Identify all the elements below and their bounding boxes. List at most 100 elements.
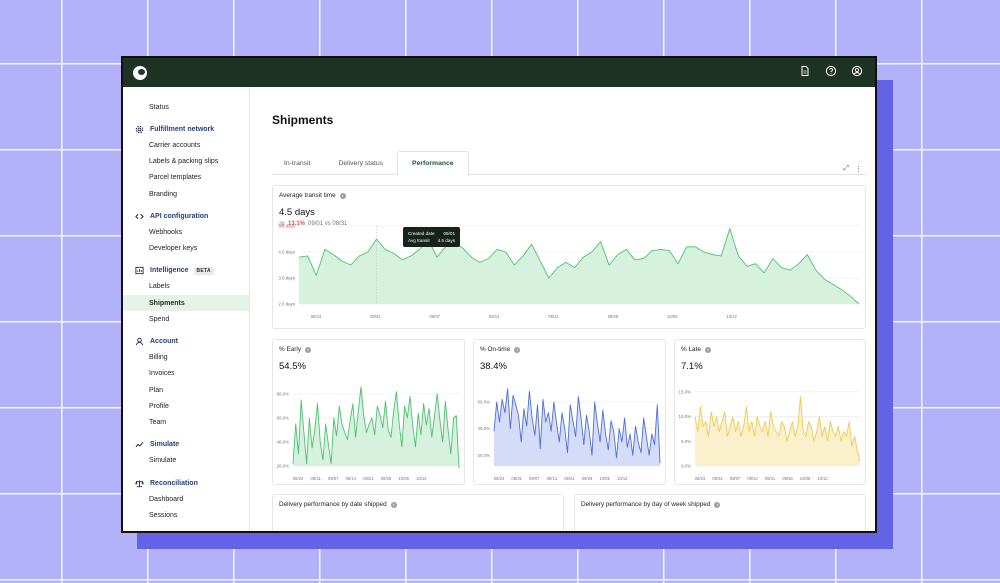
transit-title: Average transit time xyxy=(279,192,336,199)
late-xtick-label: 10/12 xyxy=(817,476,828,481)
sidebar-item-plan[interactable]: Plan xyxy=(149,386,164,394)
sidebar-item-parcel-templates[interactable]: Parcel templates xyxy=(149,174,202,182)
ontime-area xyxy=(494,388,660,466)
late-ytick-label: 10.0% xyxy=(679,414,692,419)
late-area xyxy=(695,396,860,466)
gear-icon xyxy=(135,125,144,134)
sidebar-item-status[interactable]: Status xyxy=(149,103,169,111)
late-ytick-label: 0.0% xyxy=(681,464,691,469)
early-xtick-label: 09/07 xyxy=(328,476,339,481)
sidebar-section-label: Reconciliation xyxy=(150,479,198,487)
info-icon[interactable]: i xyxy=(305,346,312,353)
sidebar-section-api-configuration: API configuration xyxy=(123,208,249,224)
transit-chart[interactable]: 2.0 days 3.0 days 4.0 days 5.0 days 08/24 08/… xyxy=(273,186,867,330)
expand-icon[interactable]: ⤢ xyxy=(843,165,849,172)
sidebar-section-label: Intelligence xyxy=(150,267,189,275)
scale-icon xyxy=(135,479,144,488)
transit-ytick-label: 5.0 days xyxy=(278,224,295,229)
ontime-xtick-label: 10/05 xyxy=(599,476,610,481)
ontime-xtick-label: 10/12 xyxy=(617,476,628,481)
tab-bar: In-transit Delivery status Performance ⤢… xyxy=(272,151,866,176)
document-icon[interactable] xyxy=(799,65,811,77)
late-card: % Late i 7.1% 0.0% 5.0% 10.0% 15.0% 08/24 08/… xyxy=(674,339,866,485)
sidebar-item-shipments[interactable]: Shipments xyxy=(123,295,249,312)
sidebar-section-intelligence: Intelligence BETA xyxy=(123,263,249,279)
late-xtick-label: 10/05 xyxy=(800,476,811,481)
late-title: % Late xyxy=(681,346,701,353)
tab-in-transit[interactable]: In-transit xyxy=(284,159,311,167)
sidebar-item-sessions[interactable]: Sessions xyxy=(149,511,178,519)
early-value: 54.5% xyxy=(279,361,306,372)
ontime-value: 38.4% xyxy=(480,361,507,372)
sidebar-item-developer-keys[interactable]: Developer keys xyxy=(149,245,198,253)
sidebar-item-team[interactable]: Team xyxy=(149,418,167,426)
early-card: % Early i 54.5% 20.0% 40.0% 60.0% 80.0% 08/2… xyxy=(272,339,465,485)
early-xtick-label: 09/28 xyxy=(381,476,392,481)
sidebar-item-billing[interactable]: Billing xyxy=(149,354,168,362)
sidebar-section-label: Fulfillment network xyxy=(150,125,215,133)
sidebar: Status Fulfillment network Carrier account… xyxy=(123,87,250,531)
tab-delivery-status[interactable]: Delivery status xyxy=(338,159,384,167)
help-icon[interactable] xyxy=(825,65,837,77)
ontime-chart[interactable]: 20.0% 40.0% 60.0% 08/24 08/31 09/07 09/14 09/21… xyxy=(474,340,667,486)
chart-tooltip: Created date 09/01 Avg transit 4.5 days xyxy=(403,227,460,247)
transit-ytick-label: 4.0 days xyxy=(278,250,295,255)
logo-icon[interactable] xyxy=(133,65,147,80)
early-chart[interactable]: 20.0% 40.0% 60.0% 80.0% 08/24 08/31 09/07 09/14… xyxy=(273,340,466,486)
sidebar-item-invoices[interactable]: Invoices xyxy=(149,370,175,378)
early-ytick-label: 80.0% xyxy=(277,392,290,397)
more-icon[interactable]: ⋮ xyxy=(855,166,862,173)
user-icon xyxy=(135,337,144,346)
ontime-ytick-label: 60.0% xyxy=(478,400,491,405)
arrow-up-icon: ↑ xyxy=(279,221,285,227)
sidebar-section-reconciliation: Reconciliation xyxy=(123,475,249,491)
account-icon[interactable] xyxy=(851,65,863,77)
transit-value: 4.5 days xyxy=(279,207,315,218)
ontime-xtick-label: 09/14 xyxy=(547,476,558,481)
trend-icon xyxy=(135,440,144,449)
ontime-series-line xyxy=(493,388,661,464)
transit-series-line xyxy=(298,228,860,305)
late-ytick-label: 5.0% xyxy=(681,439,691,444)
sidebar-item-labels-packing-slips[interactable]: Labels & packing slips xyxy=(149,158,219,166)
sidebar-section-fulfillment-network: Fulfillment network xyxy=(123,121,249,137)
info-icon[interactable]: i xyxy=(714,501,721,508)
early-xtick-label: 10/12 xyxy=(416,476,427,481)
transit-ytick-label: 3.0 days xyxy=(278,276,295,281)
late-series-line xyxy=(694,396,861,462)
early-ytick-label: 60.0% xyxy=(277,416,290,421)
sidebar-item-dashboard[interactable]: Dashboard xyxy=(149,495,184,503)
late-xtick-label: 09/14 xyxy=(747,476,758,481)
ontime-title: % On-time xyxy=(480,346,511,353)
sidebar-item-webhooks[interactable]: Webhooks xyxy=(149,228,182,236)
sidebar-item-carrier-accounts[interactable]: Carrier accounts xyxy=(149,141,201,149)
ontime-xtick-label: 08/24 xyxy=(494,476,505,481)
info-icon[interactable]: i xyxy=(390,501,397,508)
sidebar-item-branding[interactable]: Branding xyxy=(149,190,178,198)
sidebar-section-label: Account xyxy=(150,338,178,346)
late-xtick-label: 09/28 xyxy=(782,476,793,481)
sidebar-item-simulate[interactable]: Simulate xyxy=(149,457,177,465)
info-icon[interactable]: i xyxy=(339,192,346,199)
info-icon[interactable]: i xyxy=(704,346,711,353)
early-title: % Early xyxy=(279,346,302,353)
page-title: Shipments xyxy=(272,113,334,127)
early-ytick-label: 20.0% xyxy=(277,464,290,469)
transit-xtick-label: 10/12 xyxy=(726,314,737,319)
ontime-ytick-label: 40.0% xyxy=(478,426,491,431)
transit-area xyxy=(299,228,859,304)
sidebar-section-account: Account xyxy=(123,333,249,349)
late-xtick-label: 08/24 xyxy=(695,476,706,481)
tab-performance[interactable]: Performance xyxy=(397,151,469,176)
sidebar-item-spend[interactable]: Spend xyxy=(149,315,170,323)
early-xtick-label: 09/14 xyxy=(346,476,357,481)
sidebar-item-labels[interactable]: Labels xyxy=(149,283,170,291)
transit-xtick-label: 10/05 xyxy=(667,314,678,319)
late-xtick-label: 09/07 xyxy=(730,476,741,481)
transit-xtick-label: 09/14 xyxy=(489,314,500,319)
ontime-xtick-label: 09/28 xyxy=(582,476,593,481)
ontime-xtick-label: 09/07 xyxy=(529,476,540,481)
late-chart[interactable]: 0.0% 5.0% 10.0% 15.0% 08/24 08/31 09/07 09/14 09… xyxy=(675,340,867,486)
sidebar-item-profile[interactable]: Profile xyxy=(149,402,169,410)
info-icon[interactable]: i xyxy=(514,346,521,353)
